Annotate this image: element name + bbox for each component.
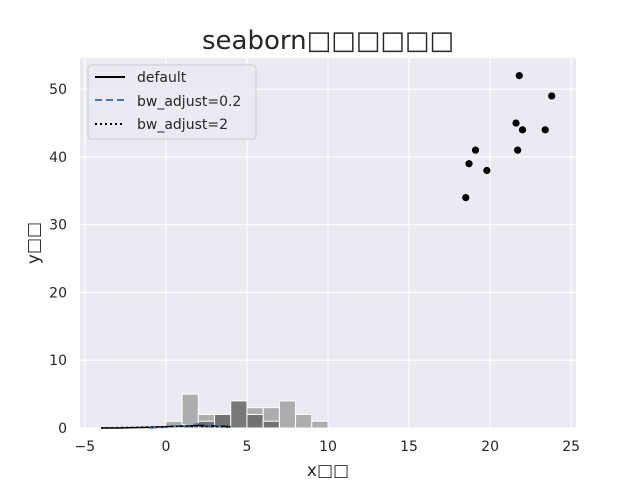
x-tick-labels: −5 0 5 10 15 20 25: [75, 439, 581, 455]
legend: default bw_adjust=0.2 bw_adjust=2: [87, 64, 257, 140]
y-tick-labels: 0 10 20 30 40 50: [49, 82, 67, 437]
scatter-point: [514, 146, 522, 154]
histogram-bar-0: [295, 413, 313, 429]
scatter-point: [462, 193, 470, 202]
x-tick-label: 25: [562, 439, 580, 455]
kde-layer: [101, 423, 231, 429]
x-tick-label: 10: [319, 439, 337, 455]
scatter-point: [465, 160, 473, 168]
chart-title: seaborn□□□□□□: [202, 26, 454, 56]
y-tick-label: 40: [49, 150, 67, 166]
histogram-bar-1: [262, 420, 280, 429]
x-tick-label: 20: [481, 439, 499, 455]
y-tick-label: 50: [49, 82, 67, 98]
legend-label-bw-2: bw_adjust=2: [137, 117, 228, 133]
histogram-bar-0: [278, 400, 297, 429]
scatter-point: [515, 72, 523, 80]
x-tick-label: 0: [161, 439, 170, 455]
y-axis-label: y□□: [24, 222, 44, 264]
histogram-bar-0: [311, 420, 329, 429]
kde-line-2: [101, 425, 231, 429]
x-axis-label: x□□: [307, 461, 349, 480]
histogram-bar-1: [230, 400, 248, 429]
scatter-point: [483, 166, 491, 175]
scatter-layer: [462, 72, 556, 202]
x-tick-label: −5: [75, 439, 96, 455]
legend-label-default: default: [137, 70, 187, 86]
y-tick-label: 0: [58, 421, 67, 437]
x-tick-label: 15: [400, 439, 418, 455]
histogram-layer: [165, 393, 329, 429]
scatter-point: [548, 92, 556, 100]
scatter-point: [518, 126, 527, 134]
histogram-bar-0: [181, 393, 199, 429]
histogram-bar-1: [246, 413, 264, 429]
scatter-point: [512, 119, 520, 127]
scatter-point: [471, 146, 480, 154]
scatter-point: [541, 126, 549, 134]
y-tick-label: 10: [49, 353, 67, 369]
y-tick-label: 30: [49, 218, 67, 234]
x-tick-label: 5: [242, 439, 251, 455]
y-tick-label: 20: [49, 285, 67, 301]
legend-box: [87, 64, 257, 140]
legend-label-bw-0-2: bw_adjust=0.2: [137, 94, 241, 110]
